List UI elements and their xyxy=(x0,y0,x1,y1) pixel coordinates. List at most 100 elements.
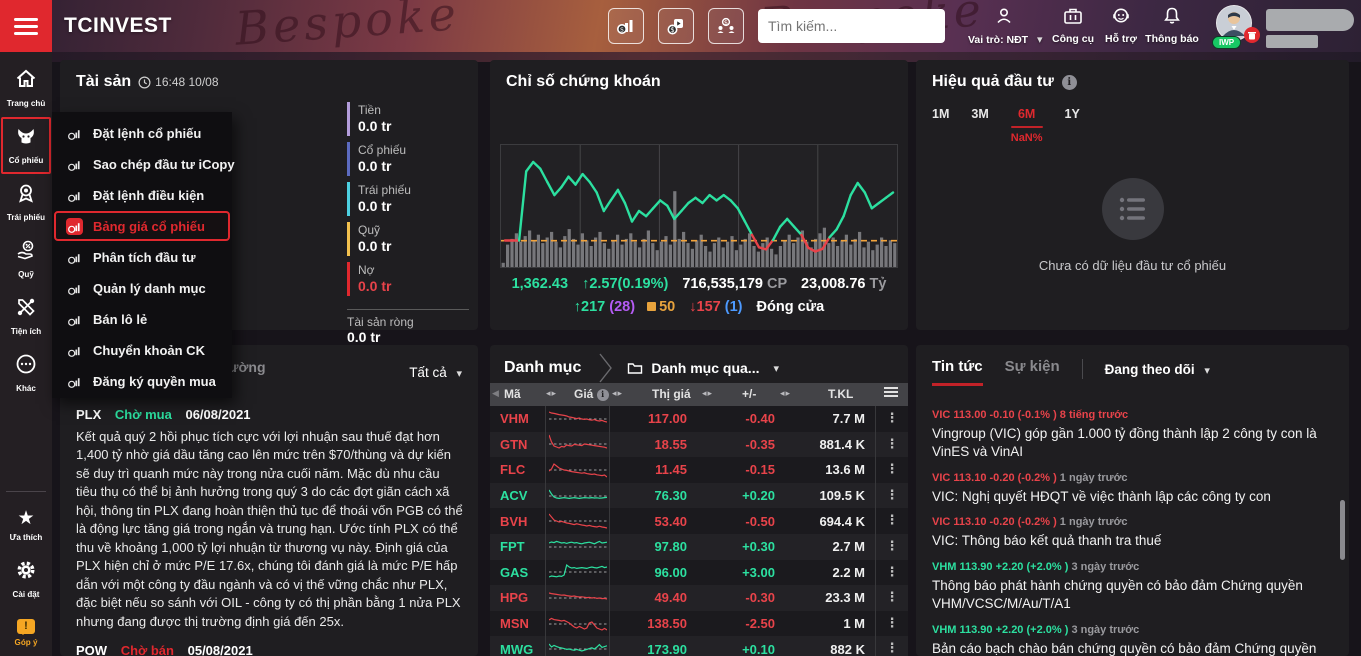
clock-icon xyxy=(138,75,151,89)
chevron-down-icon: ▾ xyxy=(456,366,462,380)
svg-text:$: $ xyxy=(724,18,728,26)
row-price: 49.40 xyxy=(654,590,687,606)
tab-news[interactable]: Tin tức xyxy=(932,358,983,386)
menu-item[interactable]: Chuyển khoản CK xyxy=(54,335,230,365)
index-value: 1,362.43 xyxy=(511,276,569,292)
menu-item[interactable]: Đăng ký quyền mua xyxy=(54,366,230,396)
performance-period-tabs: 1M 3M 6M NaN% 1Y xyxy=(916,91,1349,144)
row-menu-icon[interactable]: ⋮ xyxy=(875,585,908,611)
portfolio-row[interactable]: GAS 96.00 +3.00 2.2 M ⋮ xyxy=(490,559,908,586)
portfolio-row[interactable]: VHM 117.00 -0.40 7.7 M ⋮ xyxy=(490,406,908,432)
menu-item[interactable]: Quản lý danh mục xyxy=(54,273,230,303)
portfolio-row[interactable]: MSN 138.50 -2.50 1 M ⋮ xyxy=(490,610,908,637)
menu-item[interactable]: Đặt lệnh cổ phiếu xyxy=(54,118,230,148)
advisory-shortcut-button[interactable]: $ xyxy=(708,8,744,44)
table-menu-icon[interactable] xyxy=(884,383,898,406)
sidebar-item-feedback[interactable]: ! Góp ý xyxy=(1,608,51,656)
portfolio-row[interactable]: ACV 76.30 +0.20 109.5 K ⋮ xyxy=(490,482,908,509)
news-item[interactable]: VHM 113.90 +2.20 (+2.0% ) 3 ngày trước T… xyxy=(932,561,1331,613)
assets-title: Tài sản xyxy=(76,73,132,90)
row-menu-icon[interactable]: ⋮ xyxy=(875,508,908,534)
advancers-count: ↑217 xyxy=(573,299,606,315)
row-menu-icon[interactable]: ⋮ xyxy=(875,636,908,656)
period-tab[interactable]: 1M xyxy=(932,107,949,144)
portfolio-row[interactable]: HPG 49.40 -0.30 23.3 M ⋮ xyxy=(490,585,908,611)
portfolio-row[interactable]: FLC 11.45 -0.15 13.6 M ⋮ xyxy=(490,457,908,483)
watch-date: 05/08/2021 xyxy=(187,642,253,656)
portfolio-row[interactable]: GTN 18.55 -0.35 881.4 K ⋮ xyxy=(490,431,908,458)
col-price-chart[interactable]: Giá i xyxy=(574,383,609,406)
col-volume[interactable]: T.KL xyxy=(828,387,854,401)
period-tab[interactable]: 3M xyxy=(971,107,988,144)
brand-logo[interactable]: TCINVEST xyxy=(64,14,172,37)
banner-watermark: Bespoke xyxy=(233,0,462,56)
watchlist-items: PLX Chờ mua 06/08/2021 Kết quả quý 2 hồi… xyxy=(76,407,464,656)
row-menu-icon[interactable]: ⋮ xyxy=(875,533,908,560)
sidebar-item-tools[interactable]: Tiện ích xyxy=(1,288,51,345)
portfolio-row[interactable]: MWG 173.90 +0.10 882 K ⋮ xyxy=(490,636,908,656)
watchlist-item[interactable]: PLX Chờ mua 06/08/2021 Kết quả quý 2 hồi… xyxy=(76,407,464,631)
user-avatar[interactable]: IWP xyxy=(1212,5,1260,49)
period-tab[interactable]: 1Y xyxy=(1065,107,1080,144)
row-menu-icon[interactable]: ⋮ xyxy=(875,610,908,637)
period-tab[interactable]: 6M NaN% xyxy=(1010,107,1043,144)
portfolio-selector-dropdown[interactable]: Danh mục qua... ▾ xyxy=(627,360,779,376)
portfolio-row[interactable]: FPT 97.80 +0.30 2.7 M ⋮ xyxy=(490,533,908,560)
row-menu-icon[interactable]: ⋮ xyxy=(875,457,908,483)
menu-item[interactable]: Bán lô lẻ xyxy=(54,304,230,334)
row-sparkline xyxy=(545,431,610,458)
col-resize-arrows[interactable]: ◂▸ xyxy=(780,389,792,399)
tab-events[interactable]: Sự kiện xyxy=(1004,358,1060,375)
row-price: 117.00 xyxy=(647,411,687,427)
watchlist-item[interactable]: POW Chờ bán 05/08/2021 Lũy kế 6T/2021 do… xyxy=(76,643,464,656)
news-filter-dropdown[interactable]: Đang theo dõi ▾ xyxy=(1104,361,1210,377)
row-menu-icon[interactable]: ⋮ xyxy=(875,482,908,509)
price-board-shortcut-button[interactable]: s xyxy=(608,8,644,44)
tools-menu-button[interactable]: Công cụ xyxy=(1044,6,1102,45)
menu-item[interactable]: Bảng giá cổ phiếu xyxy=(54,211,230,241)
asset-label: Nợ xyxy=(358,263,375,277)
menu-item[interactable]: Sao chép đầu tư iCopy xyxy=(54,149,235,179)
news-item[interactable]: VIC 113.10 -0.20 (-0.2% ) 1 ngày trước V… xyxy=(932,516,1331,550)
collapse-left-icon[interactable]: ◀ xyxy=(492,389,499,399)
sidebar-item-fund[interactable]: Quỹ xyxy=(1,231,51,288)
col-resize-arrows[interactable]: ◂▸ xyxy=(546,389,558,399)
menu-item[interactable]: Đặt lệnh điều kiện xyxy=(54,180,230,210)
info-icon[interactable]: i xyxy=(596,388,609,401)
news-tabs: Tin tức Sự kiện Đang theo dõi ▾ xyxy=(916,345,1349,386)
scrollbar-thumb[interactable] xyxy=(1340,500,1345,560)
index-chart[interactable] xyxy=(500,144,898,268)
news-item[interactable]: VIC 113.10 -0.20 (-0.2% ) 1 ngày trước V… xyxy=(932,472,1331,506)
col-change[interactable]: +/- xyxy=(742,387,757,401)
notifications-button[interactable]: Thông báo xyxy=(1140,6,1204,45)
sidebar-item-bull[interactable]: Cổ phiếu xyxy=(1,117,51,174)
role-selector[interactable]: Vai trò: NĐT ▾ xyxy=(968,6,1043,46)
sidebar-item-more[interactable]: Khác xyxy=(1,345,51,402)
row-menu-icon[interactable]: ⋮ xyxy=(875,559,908,586)
info-icon[interactable]: i xyxy=(1061,74,1077,90)
index-panel: Chỉ số chứng khoán 1,362.43 ↑2.57(0.19%)… xyxy=(490,60,908,330)
menu-item[interactable]: Phân tích đầu tư xyxy=(54,242,230,272)
col-market-price[interactable]: Thị giá xyxy=(652,387,691,401)
sidebar-item-home[interactable]: Trang chủ xyxy=(1,60,51,117)
sidebar-item-star[interactable]: ★ Ưa thích xyxy=(1,500,51,551)
icopy-shortcut-button[interactable]: $ xyxy=(658,8,694,44)
hamburger-menu-button[interactable] xyxy=(0,0,52,52)
row-menu-icon[interactable]: ⋮ xyxy=(875,431,908,458)
row-menu-icon[interactable]: ⋮ xyxy=(875,406,908,432)
watchlist-filter-dropdown[interactable]: Tất cả ▾ xyxy=(409,364,462,380)
col-ticker[interactable]: Mã xyxy=(504,387,521,401)
search-box[interactable] xyxy=(758,9,951,43)
search-input[interactable] xyxy=(766,17,951,35)
col-resize-arrows[interactable]: ◂▸ xyxy=(612,389,624,399)
row-price: 76.30 xyxy=(654,488,687,504)
news-item[interactable]: VHM 113.90 +2.20 (+2.0% ) 3 ngày trước B… xyxy=(932,624,1331,656)
news-meta: VIC 113.10 -0.20 (-0.2% ) xyxy=(932,516,1057,529)
sidebar-item-medal[interactable]: Trái phiếu xyxy=(1,174,51,231)
news-items: VIC 113.00 -0.10 (-0.1% ) 8 tiếng trước … xyxy=(932,409,1331,656)
sidebar-item-gear[interactable]: Cài đặt xyxy=(1,551,51,608)
portfolio-row[interactable]: BVH 53.40 -0.50 694.4 K ⋮ xyxy=(490,508,908,534)
support-button[interactable]: Hỗ trợ xyxy=(1092,6,1150,45)
col-resize-arrows[interactable]: ◂▸ xyxy=(702,389,714,399)
news-item[interactable]: VIC 113.00 -0.10 (-0.1% ) 8 tiếng trước … xyxy=(932,409,1331,461)
